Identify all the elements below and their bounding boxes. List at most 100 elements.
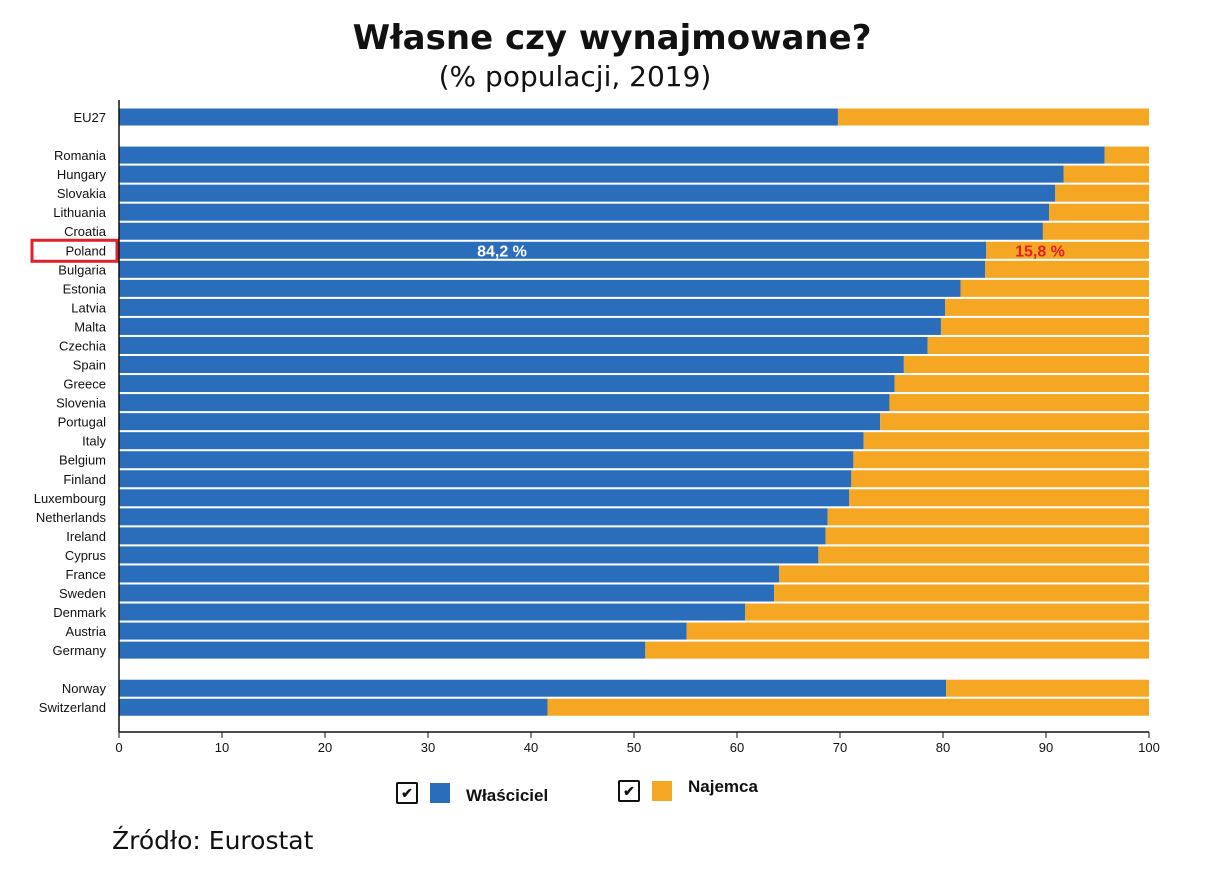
- bar-owner-austria: [119, 622, 687, 640]
- category-label: Hungary: [57, 167, 107, 182]
- bar-owner-france: [119, 565, 780, 583]
- bar-owner-estonia: [119, 279, 961, 297]
- legend-swatch-owner: [430, 783, 450, 803]
- bar-owner-lithuania: [119, 203, 1050, 221]
- bar-owner-cyprus: [119, 546, 819, 564]
- bar-owner-croatia: [119, 222, 1043, 240]
- category-label: Poland: [66, 243, 106, 258]
- category-label: France: [66, 567, 106, 582]
- category-label: Greece: [63, 377, 106, 392]
- bar-tenant-belgium: [853, 451, 1149, 469]
- category-label: Sweden: [59, 586, 106, 601]
- x-tick-label: 70: [833, 740, 847, 755]
- legend-item-tenant[interactable]: ✔ Najemca: [618, 777, 758, 802]
- bar-owner-netherlands: [119, 508, 828, 526]
- legend-item-owner[interactable]: ✔ Właściciel: [396, 780, 548, 806]
- category-label: Malta: [74, 319, 107, 334]
- category-label: Austria: [66, 624, 107, 639]
- bar-owner-slovakia: [119, 184, 1056, 202]
- bar-owner-bulgaria: [119, 260, 986, 278]
- category-label: EU27: [73, 110, 106, 125]
- category-label: Romania: [54, 148, 107, 163]
- category-label: Belgium: [59, 453, 106, 468]
- data-label-owner: 84,2 %: [477, 243, 527, 260]
- category-label: Denmark: [53, 605, 106, 620]
- bar-tenant-hungary: [1063, 165, 1149, 183]
- category-label: Ireland: [66, 529, 106, 544]
- category-label: Czechia: [59, 338, 107, 353]
- x-tick-label: 40: [524, 740, 538, 755]
- bar-owner-romania: [119, 146, 1105, 164]
- bar-owner-finland: [119, 470, 852, 488]
- x-tick-label: 90: [1039, 740, 1053, 755]
- category-label: Italy: [82, 434, 106, 449]
- bar-tenant-france: [779, 565, 1149, 583]
- bar-tenant-sweden: [774, 584, 1149, 602]
- bar-tenant-poland: [986, 241, 1149, 259]
- bar-owner-spain: [119, 356, 904, 374]
- x-tick-label: 20: [318, 740, 332, 755]
- bar-tenant-spain: [903, 356, 1149, 374]
- x-tick-label: 0: [115, 740, 122, 755]
- category-label: Spain: [73, 358, 106, 373]
- bar-owner-hungary: [119, 165, 1064, 183]
- category-label: Portugal: [58, 415, 107, 430]
- bar-tenant-eu27: [837, 108, 1149, 126]
- legend-swatch-tenant: [652, 781, 672, 801]
- bar-tenant-estonia: [960, 279, 1149, 297]
- bar-tenant-malta: [940, 317, 1149, 335]
- category-label: Bulgaria: [58, 262, 106, 277]
- data-label-tenant: 15,8 %: [1015, 243, 1065, 260]
- bar-owner-germany: [119, 641, 646, 659]
- bar-tenant-italy: [863, 432, 1149, 450]
- bar-tenant-germany: [645, 641, 1149, 659]
- category-label: Norway: [62, 681, 107, 696]
- bar-owner-portugal: [119, 413, 881, 431]
- legend-label-tenant: Najemca: [688, 777, 758, 796]
- bar-tenant-lithuania: [1049, 203, 1149, 221]
- checkbox-icon[interactable]: ✔: [618, 780, 640, 802]
- category-label: Latvia: [71, 300, 106, 315]
- checkbox-icon[interactable]: ✔: [396, 782, 418, 804]
- bar-tenant-portugal: [880, 413, 1149, 431]
- bar-owner-denmark: [119, 603, 746, 621]
- category-label: Germany: [53, 643, 107, 658]
- bar-owner-czechia: [119, 336, 928, 354]
- bar-owner-ireland: [119, 527, 826, 545]
- chart-subtitle: (% populacji, 2019): [438, 60, 712, 93]
- category-label: Cyprus: [65, 548, 107, 563]
- bar-owner-eu27: [119, 108, 838, 126]
- bar-owner-switzerland: [119, 698, 548, 716]
- bar-tenant-latvia: [945, 298, 1149, 316]
- x-tick-label: 100: [1138, 740, 1160, 755]
- category-label: Netherlands: [36, 510, 107, 525]
- legend-label-owner: Właściciel: [466, 786, 549, 805]
- bar-tenant-croatia: [1042, 222, 1149, 240]
- bar-owner-norway: [119, 679, 947, 697]
- x-tick-label: 50: [627, 740, 641, 755]
- category-label: Estonia: [63, 281, 107, 296]
- bar-tenant-finland: [851, 470, 1149, 488]
- bar-owner-italy: [119, 432, 864, 450]
- bar-tenant-bulgaria: [985, 260, 1149, 278]
- category-label: Croatia: [64, 224, 107, 239]
- chart-title: Własne czy wynajmowane?: [352, 18, 872, 58]
- highlight-box: [30, 238, 119, 263]
- bar-owner-luxembourg: [119, 489, 850, 507]
- bar-tenant-denmark: [745, 603, 1149, 621]
- category-label: Luxembourg: [34, 491, 106, 506]
- bar-owner-latvia: [119, 298, 946, 316]
- bar-tenant-greece: [894, 375, 1149, 393]
- bar-owner-slovenia: [119, 394, 890, 412]
- bar-owner-belgium: [119, 451, 854, 469]
- category-label: Finland: [63, 472, 106, 487]
- bar-tenant-norway: [946, 679, 1149, 697]
- x-tick-label: 60: [730, 740, 744, 755]
- bar-tenant-slovenia: [889, 394, 1149, 412]
- category-label: Slovakia: [57, 186, 107, 201]
- category-label: Lithuania: [53, 205, 107, 220]
- bar-tenant-switzerland: [547, 698, 1149, 716]
- bar-tenant-czechia: [927, 336, 1149, 354]
